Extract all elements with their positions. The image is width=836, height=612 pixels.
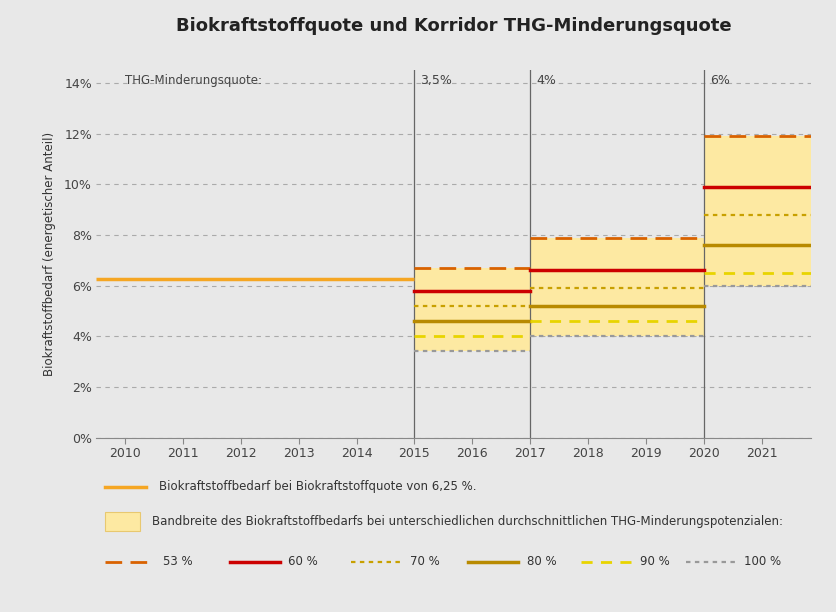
Text: 4%: 4% <box>536 74 556 87</box>
Text: THG-Minderungsquote:: THG-Minderungsquote: <box>125 74 262 87</box>
Text: Bandbreite des Biokraftstoffbedarfs bei unterschiedlichen durchschnittlichen THG: Bandbreite des Biokraftstoffbedarfs bei … <box>152 515 783 528</box>
Text: 53 %: 53 % <box>163 555 192 569</box>
Text: 6%: 6% <box>710 74 730 87</box>
Text: 80 %: 80 % <box>527 555 556 569</box>
Text: Biokraftstoffbedarf bei Biokraftstoffquote von 6,25 %.: Biokraftstoffbedarf bei Biokraftstoffquo… <box>159 480 477 493</box>
Y-axis label: Biokraftstoffbedarf (energetischer Anteil): Biokraftstoffbedarf (energetischer Antei… <box>43 132 56 376</box>
Title: Biokraftstoffquote und Korridor THG-Minderungsquote: Biokraftstoffquote und Korridor THG-Mind… <box>176 18 732 35</box>
Text: 60 %: 60 % <box>288 555 319 569</box>
Text: 3,5%: 3,5% <box>421 74 452 87</box>
Text: 100 %: 100 % <box>744 555 781 569</box>
Text: 70 %: 70 % <box>410 555 440 569</box>
Text: 90 %: 90 % <box>640 555 670 569</box>
